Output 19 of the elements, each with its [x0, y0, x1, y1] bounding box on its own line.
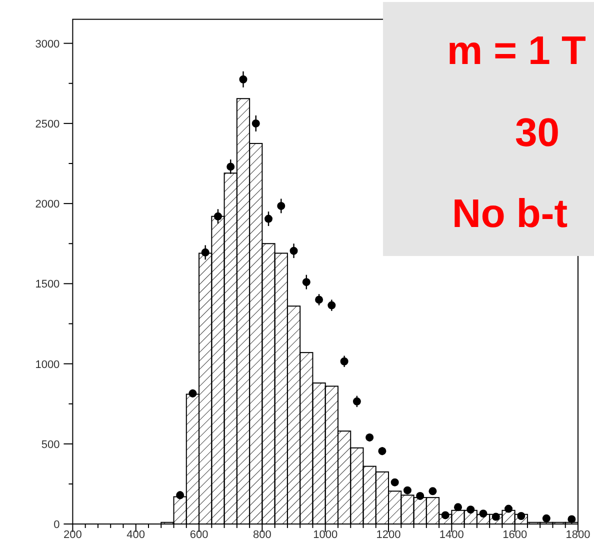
- y-tick-label: 3000: [35, 38, 60, 50]
- x-tick-label: 600: [190, 529, 208, 540]
- x-tick-label: 1800: [566, 529, 590, 540]
- y-tick-label: 1500: [35, 278, 60, 291]
- annotation: 30: [515, 111, 560, 155]
- y-tick-label: 0: [54, 519, 60, 531]
- x-tick-label: 800: [253, 529, 272, 540]
- x-tick-label: 1600: [502, 529, 528, 540]
- x-tick-label: 1400: [439, 529, 464, 540]
- x-tick-label: 1200: [376, 529, 401, 540]
- x-tick-label: 1000: [313, 529, 338, 540]
- y-tick-label: 500: [41, 438, 60, 451]
- x-tick-label: 200: [64, 529, 82, 540]
- y-tick-label: 1000: [35, 358, 60, 371]
- annotation: m = 1 T: [447, 29, 586, 73]
- y-tick-label: 2500: [35, 118, 60, 130]
- annotation: No b-t: [452, 192, 568, 236]
- y-tick-label: 2000: [35, 198, 60, 211]
- x-tick-label: 400: [126, 529, 146, 540]
